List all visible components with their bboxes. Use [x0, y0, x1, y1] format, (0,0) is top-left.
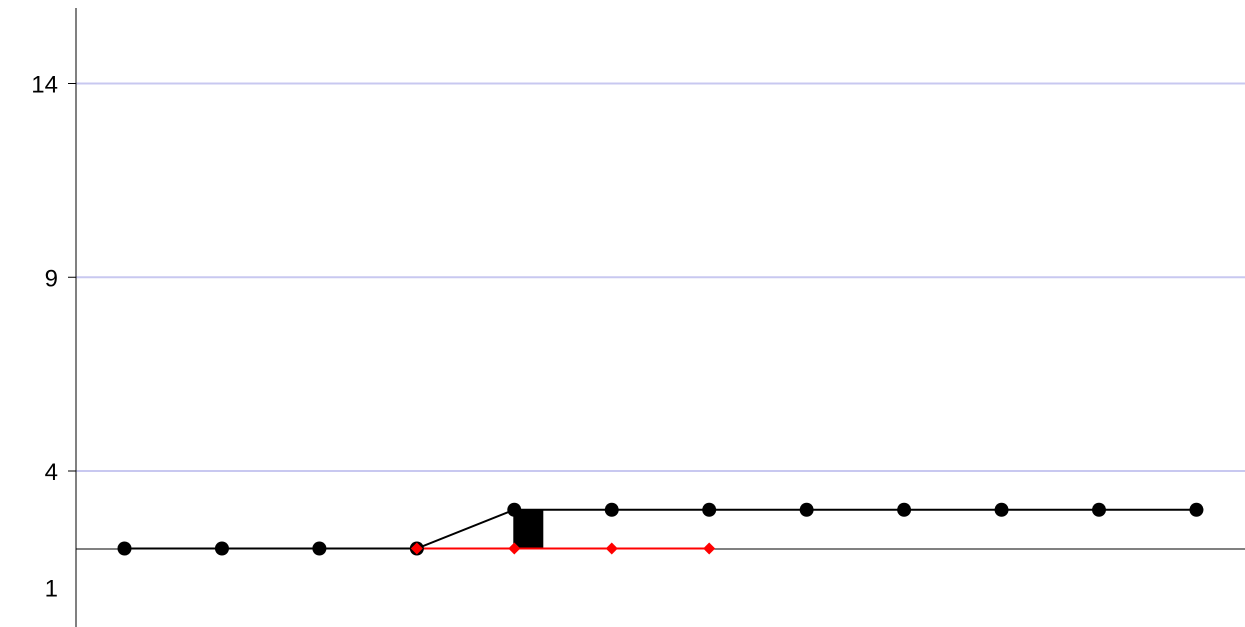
bar-0	[513, 509, 544, 549]
data-point	[703, 542, 716, 555]
data-point	[410, 542, 423, 555]
y-tick-label: 14	[31, 72, 58, 99]
data-point	[994, 502, 1009, 517]
series-line-0	[124, 508, 1197, 550]
data-point	[507, 502, 522, 517]
bars	[513, 509, 544, 549]
data-point	[604, 502, 619, 517]
data-point	[214, 541, 229, 556]
data-point	[508, 542, 521, 555]
series-markers	[117, 502, 1204, 556]
data-point	[897, 502, 912, 517]
data-point	[605, 542, 618, 555]
data-point	[1189, 502, 1204, 517]
gridlines	[76, 82, 1245, 472]
data-point	[1092, 502, 1106, 517]
data-point	[312, 541, 327, 556]
series-lines	[124, 508, 1197, 550]
y-tick-label: 1	[45, 575, 58, 602]
y-tick-label: 9	[45, 265, 58, 292]
data-point	[117, 541, 132, 556]
y-tick-label: 4	[45, 459, 58, 486]
data-point	[799, 502, 814, 517]
axes	[68, 8, 1245, 627]
data-point	[702, 502, 717, 517]
